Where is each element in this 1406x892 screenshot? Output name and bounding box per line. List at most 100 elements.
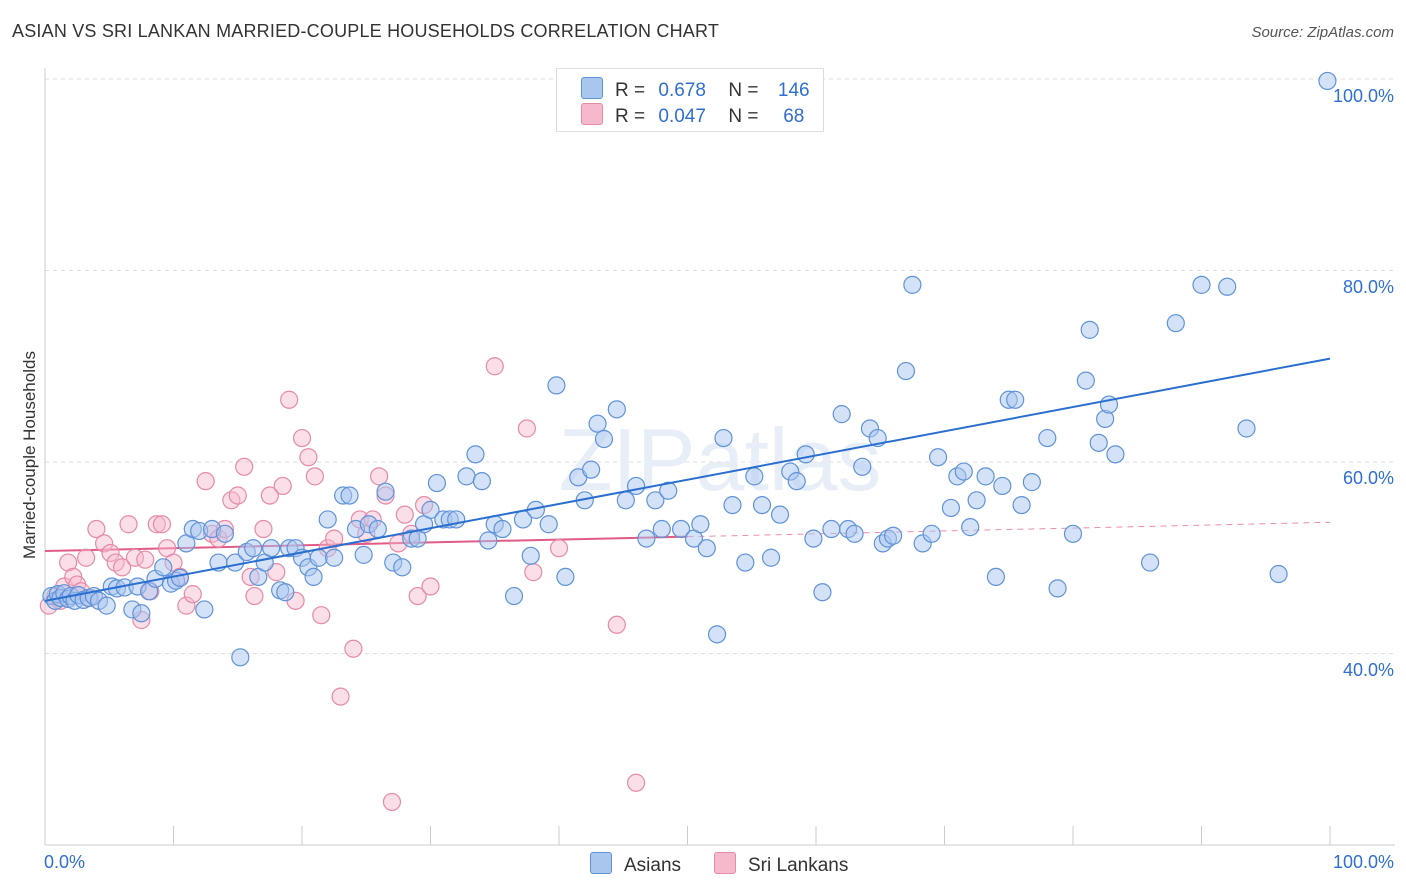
source-label: Source: ZipAtlas.com <box>1251 24 1394 41</box>
srilankan-point <box>119 515 138 534</box>
asian-swatch <box>581 77 603 99</box>
asian-point <box>761 548 781 567</box>
asian-point <box>195 600 214 619</box>
asian-r-value: 0.678 <box>658 80 706 101</box>
asian-point <box>813 583 832 602</box>
asian-point <box>1038 428 1057 448</box>
asian-point <box>1063 524 1083 543</box>
srilankan-point <box>177 596 196 615</box>
asian-legend-swatch <box>590 852 612 874</box>
srilankan-point <box>524 563 543 582</box>
srilankan-point <box>312 606 331 625</box>
asian-point <box>154 558 173 577</box>
asian-point <box>1318 71 1337 91</box>
asian-point <box>539 515 558 534</box>
asian-point <box>659 481 678 500</box>
srilankan-point <box>254 519 273 539</box>
asian-point <box>318 510 337 529</box>
srilankan-swatch <box>581 103 603 125</box>
asian-point <box>170 568 190 587</box>
asian-point <box>736 553 755 572</box>
y-tick-80: 80.0% <box>1342 277 1394 297</box>
asian-point <box>304 567 323 587</box>
asian-point <box>752 495 772 515</box>
asian-point <box>986 567 1006 587</box>
asian-point <box>582 460 601 479</box>
asian-point <box>723 495 742 515</box>
axes <box>44 68 1395 846</box>
asian-legend-label: Asians <box>624 855 682 876</box>
r-label: R = <box>615 80 646 101</box>
asian-point <box>626 476 646 496</box>
asian-point <box>466 445 485 464</box>
asian-point <box>883 526 903 545</box>
asian-point <box>896 361 916 381</box>
asian-point <box>903 275 922 294</box>
y-tick-60: 60.0% <box>1342 468 1394 488</box>
asian-point <box>1022 473 1041 492</box>
legend-srilankans: Sri Lankans <box>714 852 848 877</box>
legend-row-asians: R = 0.678 N = 146 <box>581 77 814 101</box>
asian-point <box>941 498 961 518</box>
asian-point <box>652 519 671 539</box>
asian-point <box>1140 553 1160 572</box>
srilankan-point <box>152 515 172 534</box>
srilankan-point <box>87 519 106 539</box>
gridlines <box>45 78 1395 654</box>
asian-point <box>340 486 359 505</box>
asian-point <box>368 519 387 539</box>
asian-point <box>607 400 626 419</box>
asian-point <box>588 414 607 433</box>
asian-point <box>646 491 665 510</box>
srilankan-point <box>370 467 389 486</box>
srilankan-point <box>59 553 78 572</box>
asian-point <box>745 467 764 486</box>
n-label: N = <box>728 80 759 101</box>
srilankan-n-value: 68 <box>783 106 805 127</box>
srilankan-point <box>77 548 96 567</box>
asian-point <box>1192 275 1211 294</box>
srilankan-point <box>245 586 264 606</box>
asian-point <box>421 500 440 519</box>
asian-point <box>309 548 328 567</box>
srilankan-point <box>331 687 350 706</box>
asian-point <box>1076 371 1095 390</box>
asian-point <box>556 567 575 587</box>
srilankan-point <box>395 505 414 524</box>
asian-point <box>427 473 447 493</box>
srilankan-point <box>626 773 646 792</box>
asian-point <box>832 405 851 424</box>
asian-point <box>354 545 373 564</box>
asian-point <box>961 518 980 537</box>
srilankan-point <box>101 543 120 563</box>
asian-point <box>1269 564 1288 584</box>
srilankan-r-value: 0.047 <box>658 106 706 127</box>
asian-point <box>787 472 806 491</box>
srilankan-point <box>95 534 114 553</box>
asian-point <box>132 604 151 623</box>
asian-point <box>479 531 498 550</box>
y-tick-100: 100.0% <box>1332 86 1394 106</box>
srilankan-point <box>305 467 324 486</box>
srilankan-point <box>292 428 312 448</box>
asian-point <box>922 524 941 543</box>
asian-point <box>393 558 412 577</box>
asian-point <box>594 429 614 449</box>
asian-n-value: 146 <box>777 80 810 101</box>
srilankan-point <box>549 539 569 558</box>
srilankan-trend-solid <box>44 535 688 553</box>
asian-point <box>521 546 540 565</box>
asian-point <box>853 457 872 476</box>
srilankan-point <box>136 550 155 569</box>
srilankan-point <box>235 457 254 476</box>
asian-point <box>1089 433 1108 452</box>
srilankan-point <box>183 585 202 604</box>
asian-trend-line <box>44 357 1331 602</box>
asian-point <box>697 539 716 558</box>
asian-point <box>976 467 995 486</box>
asian-point <box>691 515 710 534</box>
srilankan-point <box>280 390 299 409</box>
asian-point <box>376 482 395 501</box>
asian-point <box>325 548 344 567</box>
